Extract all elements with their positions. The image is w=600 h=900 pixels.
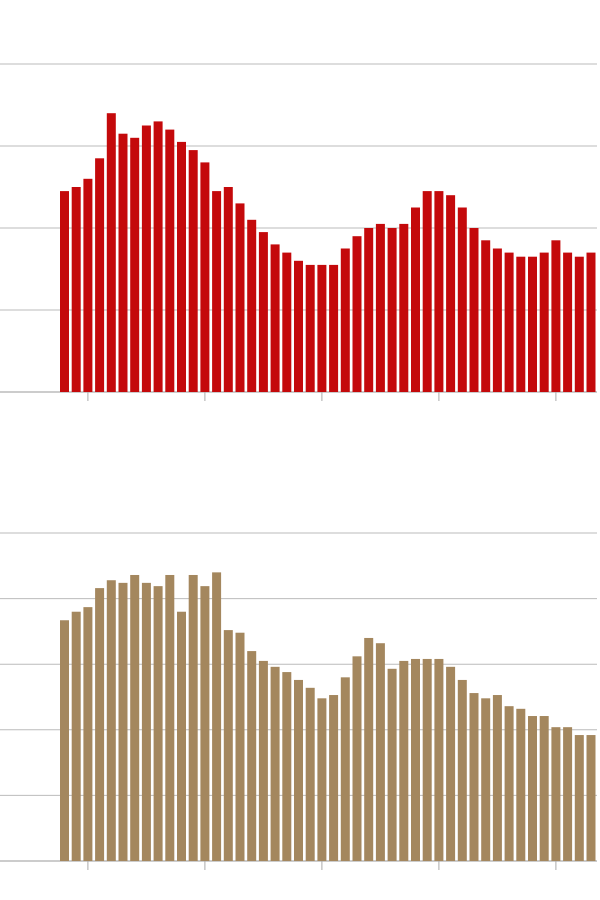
bar	[481, 698, 491, 861]
bar	[387, 228, 397, 392]
bar	[305, 264, 315, 392]
bar	[574, 256, 584, 392]
bar	[434, 658, 444, 861]
bar	[223, 630, 233, 861]
bar	[71, 187, 81, 392]
bar	[153, 586, 163, 861]
bar	[399, 660, 409, 861]
bar	[141, 582, 151, 861]
bar	[118, 582, 128, 861]
bar	[528, 256, 537, 392]
bar	[188, 574, 198, 861]
bar	[188, 150, 198, 392]
bar	[586, 252, 596, 392]
bar	[247, 219, 257, 392]
bar	[446, 666, 456, 861]
bar	[294, 679, 303, 861]
bar	[340, 677, 350, 861]
bar	[317, 698, 327, 861]
bar	[200, 162, 210, 392]
bar	[212, 191, 222, 392]
bar	[492, 248, 502, 392]
bar	[282, 672, 292, 861]
bar	[329, 695, 339, 861]
bar	[504, 706, 514, 861]
bar	[457, 207, 467, 392]
bar	[375, 643, 385, 861]
bar	[457, 679, 467, 861]
bar	[258, 232, 268, 392]
bar	[469, 693, 479, 861]
bar	[492, 695, 502, 861]
bar	[130, 137, 140, 392]
bar	[329, 264, 339, 392]
bar	[317, 264, 327, 392]
bar	[106, 113, 116, 392]
bar	[411, 207, 420, 392]
bar	[258, 660, 268, 861]
bar	[95, 158, 105, 392]
bar	[574, 735, 584, 861]
bar	[504, 252, 514, 392]
bar	[270, 244, 280, 392]
bar	[235, 632, 245, 861]
bar	[60, 191, 69, 392]
bar	[551, 727, 561, 861]
bar	[352, 236, 362, 392]
bar	[83, 607, 93, 861]
bar	[165, 129, 175, 392]
bar	[563, 252, 573, 392]
bar	[165, 574, 175, 861]
bar	[469, 228, 479, 392]
bar	[411, 658, 420, 861]
bar	[95, 588, 105, 861]
bar	[551, 240, 561, 392]
bar	[153, 121, 163, 393]
bar	[586, 735, 596, 861]
bar	[340, 248, 350, 392]
bar	[141, 125, 151, 392]
bar	[528, 716, 537, 861]
bar	[235, 203, 245, 392]
bar	[399, 223, 409, 392]
bar	[60, 620, 69, 861]
bar	[177, 611, 186, 861]
bar	[305, 687, 315, 861]
bar	[223, 187, 233, 392]
bar	[177, 141, 186, 392]
bar	[71, 611, 81, 861]
bar	[422, 658, 432, 861]
bar	[352, 656, 362, 861]
bar	[270, 666, 280, 861]
bar	[539, 252, 549, 392]
bar	[294, 260, 303, 392]
bar	[106, 580, 116, 861]
bar	[83, 178, 93, 392]
bar	[422, 191, 432, 392]
bar	[212, 572, 222, 861]
bar	[446, 195, 456, 392]
bar	[364, 637, 374, 861]
bar	[516, 256, 526, 392]
bar	[130, 574, 140, 861]
bar	[282, 252, 292, 392]
bar	[118, 133, 128, 392]
bar	[516, 708, 526, 861]
bar	[247, 651, 257, 861]
bar	[539, 716, 549, 861]
bar	[387, 668, 397, 861]
bar	[375, 223, 385, 392]
bar	[200, 586, 210, 861]
bar	[481, 240, 491, 392]
bar	[563, 727, 573, 861]
bar	[364, 228, 374, 392]
bar	[434, 191, 444, 392]
